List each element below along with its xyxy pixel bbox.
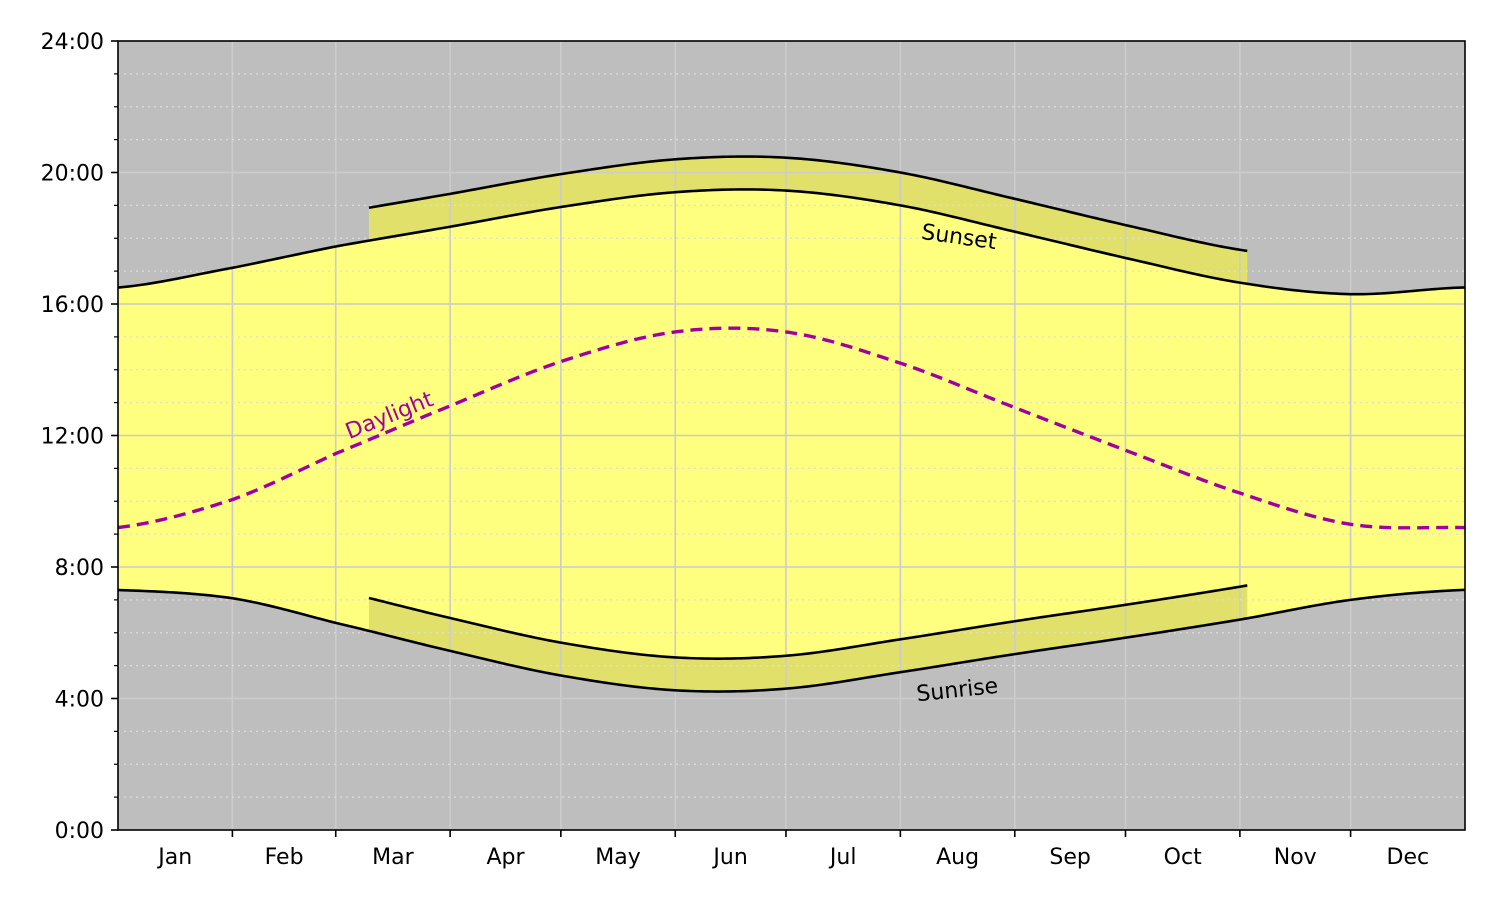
y-tick-label-12: 12:00 xyxy=(41,425,104,450)
y-tick-label-0: 0:00 xyxy=(55,819,104,844)
series-sunrise-line xyxy=(117,588,1466,693)
series-daylight-line xyxy=(117,326,1466,530)
x-tick-label-jul: Jul xyxy=(828,845,857,870)
x-tick-label-feb: Feb xyxy=(265,845,304,870)
series-sunrise-dst-line xyxy=(368,584,1248,660)
x-tick-label-jan: Jan xyxy=(156,845,192,870)
x-tick-label-nov: Nov xyxy=(1274,845,1317,870)
y-tick-label-8: 8:00 xyxy=(55,556,104,581)
series-sunset-dst-line xyxy=(368,155,1248,253)
x-tick-label-dec: Dec xyxy=(1387,845,1430,870)
x-tick-label-apr: Apr xyxy=(486,845,525,870)
x-tick-label-jun: Jun xyxy=(711,845,747,870)
x-tick-label-aug: Aug xyxy=(936,845,979,870)
dst-band-sunset xyxy=(368,156,1248,284)
daylight-area xyxy=(118,189,1465,692)
x-tick-label-may: May xyxy=(595,845,640,870)
y-tick-label-24: 24:00 xyxy=(41,30,104,55)
y-tick-label-20: 20:00 xyxy=(41,162,104,187)
dst-band-sunrise xyxy=(368,585,1248,692)
y-tick-label-4: 4:00 xyxy=(55,688,104,713)
y-tick-label-16: 16:00 xyxy=(41,293,104,318)
x-tick-label-oct: Oct xyxy=(1164,845,1202,870)
x-tick-label-mar: Mar xyxy=(372,845,414,870)
x-tick-label-sep: Sep xyxy=(1049,845,1090,870)
series-sunset-line xyxy=(117,188,1466,296)
